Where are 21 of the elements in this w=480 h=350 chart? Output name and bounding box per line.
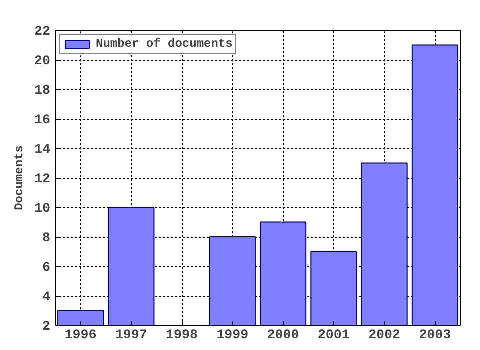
- y-tick-label: 22: [34, 25, 51, 40]
- legend-label: Number of documents: [96, 37, 233, 51]
- x-tick-label: 2003: [419, 328, 452, 344]
- y-tick-label: 6: [42, 261, 50, 276]
- x-tick-label: 1997: [115, 328, 148, 344]
- y-tick-label: 4: [42, 290, 50, 306]
- y-tick-label: 2: [42, 320, 50, 335]
- x-tick-label: 1996: [64, 328, 97, 344]
- y-tick-label: 10: [34, 202, 51, 217]
- y-axis-title: Documents: [12, 146, 27, 210]
- y-tick-label: 20: [34, 54, 51, 70]
- x-tick-label: 1999: [216, 328, 249, 344]
- y-tick-label: 16: [34, 114, 51, 128]
- y-tick-label: 14: [34, 143, 51, 158]
- x-tick-label: 2001: [318, 328, 350, 344]
- y-tick-label: 12: [34, 172, 51, 188]
- y-tick-label: 8: [42, 232, 50, 246]
- y-tick-label: 18: [34, 84, 51, 99]
- x-tick-label: 2000: [267, 328, 300, 344]
- x-tick-label: 1998: [166, 328, 198, 344]
- x-tick-label: 2002: [368, 328, 401, 344]
